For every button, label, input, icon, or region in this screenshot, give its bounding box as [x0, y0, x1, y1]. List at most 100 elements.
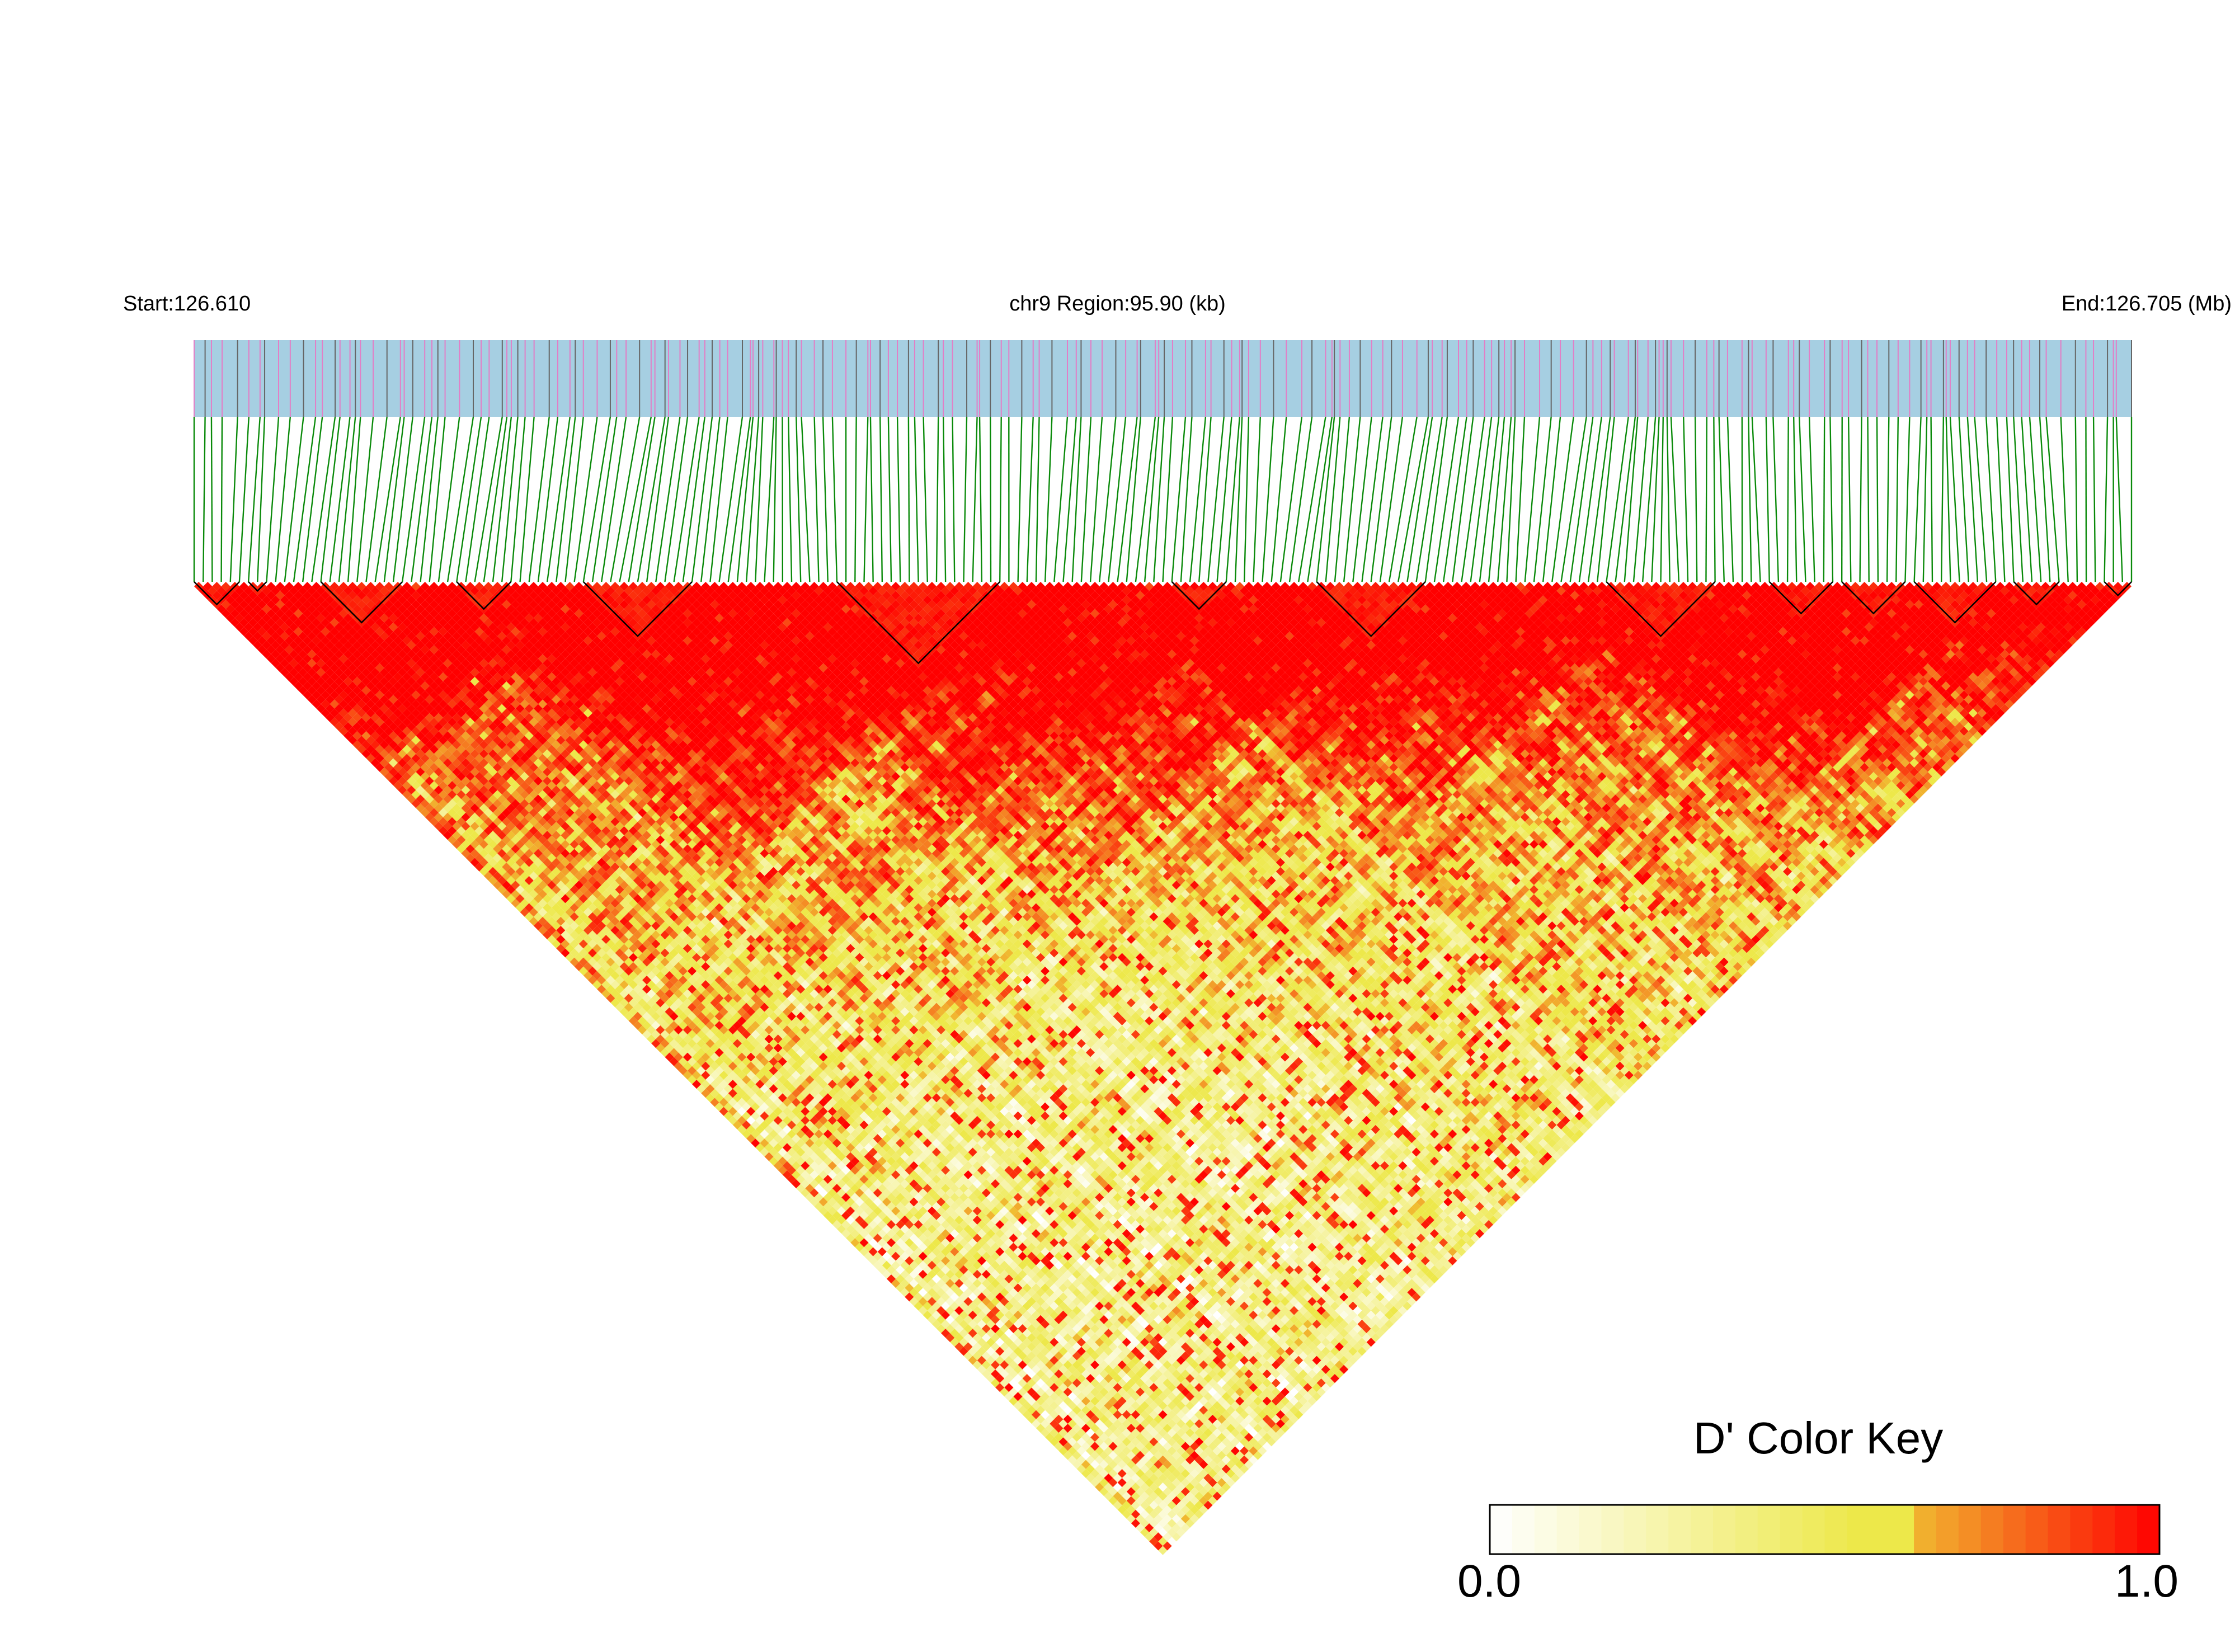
ld-cell: [457, 799, 466, 808]
ld-cell: [452, 803, 462, 813]
ld-cell: [1145, 1487, 1154, 1496]
ld-cell: [411, 781, 421, 790]
ld-cell: [647, 1025, 656, 1035]
ld-cell: [1036, 1405, 1046, 1415]
ld-cell: [968, 1347, 977, 1356]
ld-cell: [683, 1070, 693, 1080]
ld-cell: [1090, 1469, 1100, 1479]
snp-position-track: [194, 340, 2132, 417]
snp-connector: [311, 416, 336, 582]
ld-cell: [483, 826, 493, 836]
snp-connector: [999, 416, 1002, 582]
ld-cell: [316, 686, 326, 695]
ld-cell: [434, 785, 444, 795]
ld-cell: [511, 862, 520, 872]
ld-cell: [855, 1224, 864, 1234]
snp-connector: [420, 416, 439, 582]
ld-cell: [448, 799, 457, 808]
ld-cell: [284, 672, 294, 681]
ld-cell: [511, 889, 520, 899]
ld-cell: [420, 763, 430, 772]
snp-connector: [1551, 416, 1574, 582]
ld-cell: [850, 1211, 860, 1220]
ld-cell: [330, 663, 339, 672]
ld-cell: [348, 699, 357, 709]
ld-cell: [868, 1229, 878, 1239]
snp-connector: [556, 416, 576, 582]
ld-cell: [511, 871, 520, 881]
ld-cell: [388, 731, 398, 741]
ld-cell: [239, 609, 249, 618]
ld-cell: [452, 812, 462, 822]
ld-cell: [778, 1138, 787, 1148]
snp-connector: [682, 416, 706, 582]
ld-cell: [764, 1124, 774, 1135]
snp-connector: [1352, 416, 1372, 582]
snp-connector: [1569, 416, 1594, 582]
snp-connector: [465, 416, 490, 582]
ld-cell: [1022, 1364, 1032, 1374]
ld-cell: [909, 1260, 919, 1270]
ld-cell: [796, 1165, 806, 1175]
ld-cell: [882, 1260, 892, 1270]
snp-connector: [2012, 416, 2024, 582]
ld-cell: [425, 803, 434, 813]
ld-cell: [986, 1338, 996, 1347]
ld-cell: [407, 749, 416, 759]
ld-cell: [357, 717, 366, 727]
ld-cell: [778, 1120, 787, 1130]
ld-cell: [1050, 1437, 1059, 1447]
ld-cell: [905, 1283, 914, 1293]
ld-cell: [954, 1315, 964, 1324]
ld-cell: [239, 627, 249, 637]
ld-cell: [977, 1364, 986, 1374]
ld-cell: [344, 686, 353, 695]
snp-connector: [1307, 416, 1333, 582]
ld-cell: [443, 831, 453, 840]
ld-cell: [321, 663, 330, 672]
ld-cell: [697, 1039, 706, 1048]
ld-cell: [832, 1211, 842, 1220]
ld-cell: [656, 1034, 665, 1044]
ld-cell: [1090, 1451, 1100, 1460]
ld-cell: [1176, 1528, 1185, 1537]
ld-cell: [637, 1007, 647, 1016]
ld-cell: [832, 1174, 842, 1184]
snp-connector: [907, 416, 910, 582]
snp-connector: [664, 416, 689, 582]
ld-cell: [443, 812, 453, 822]
ld-cell: [1013, 1401, 1023, 1410]
snp-connector: [1904, 416, 1911, 582]
snp-connector: [1786, 416, 1789, 582]
ld-cell: [868, 1238, 878, 1248]
ld-cell: [479, 831, 488, 840]
ld-cell: [1072, 1451, 1081, 1460]
ld-cell: [1135, 1505, 1145, 1514]
ld-cell: [411, 745, 421, 754]
ld-cell: [321, 681, 330, 691]
ld-cell: [818, 1206, 828, 1216]
ld-cell: [402, 763, 412, 772]
ld-cell: [461, 849, 470, 858]
ld-cell: [225, 604, 235, 614]
ld-cell: [502, 835, 511, 845]
ld-cell: [972, 1342, 982, 1352]
ld-cell: [619, 962, 629, 971]
ld-cell: [443, 803, 453, 813]
snp-connector: [831, 416, 838, 582]
ld-cell: [1050, 1410, 1059, 1419]
ld-cell: [533, 903, 543, 912]
ld-cell: [918, 1306, 928, 1315]
ld-cell: [321, 708, 330, 718]
ld-cell: [624, 975, 633, 985]
ld-cell: [533, 876, 543, 886]
ld-cell: [547, 925, 557, 935]
ld-cell: [384, 726, 394, 736]
ld-cell: [284, 636, 294, 646]
ld-cell: [448, 781, 457, 790]
ld-cell: [438, 826, 448, 836]
ld-cell: [561, 912, 570, 921]
region-title: chr9 Region:95.90 (kb): [0, 292, 2235, 316]
snp-connector: [1153, 416, 1165, 582]
ld-cell: [443, 785, 453, 795]
